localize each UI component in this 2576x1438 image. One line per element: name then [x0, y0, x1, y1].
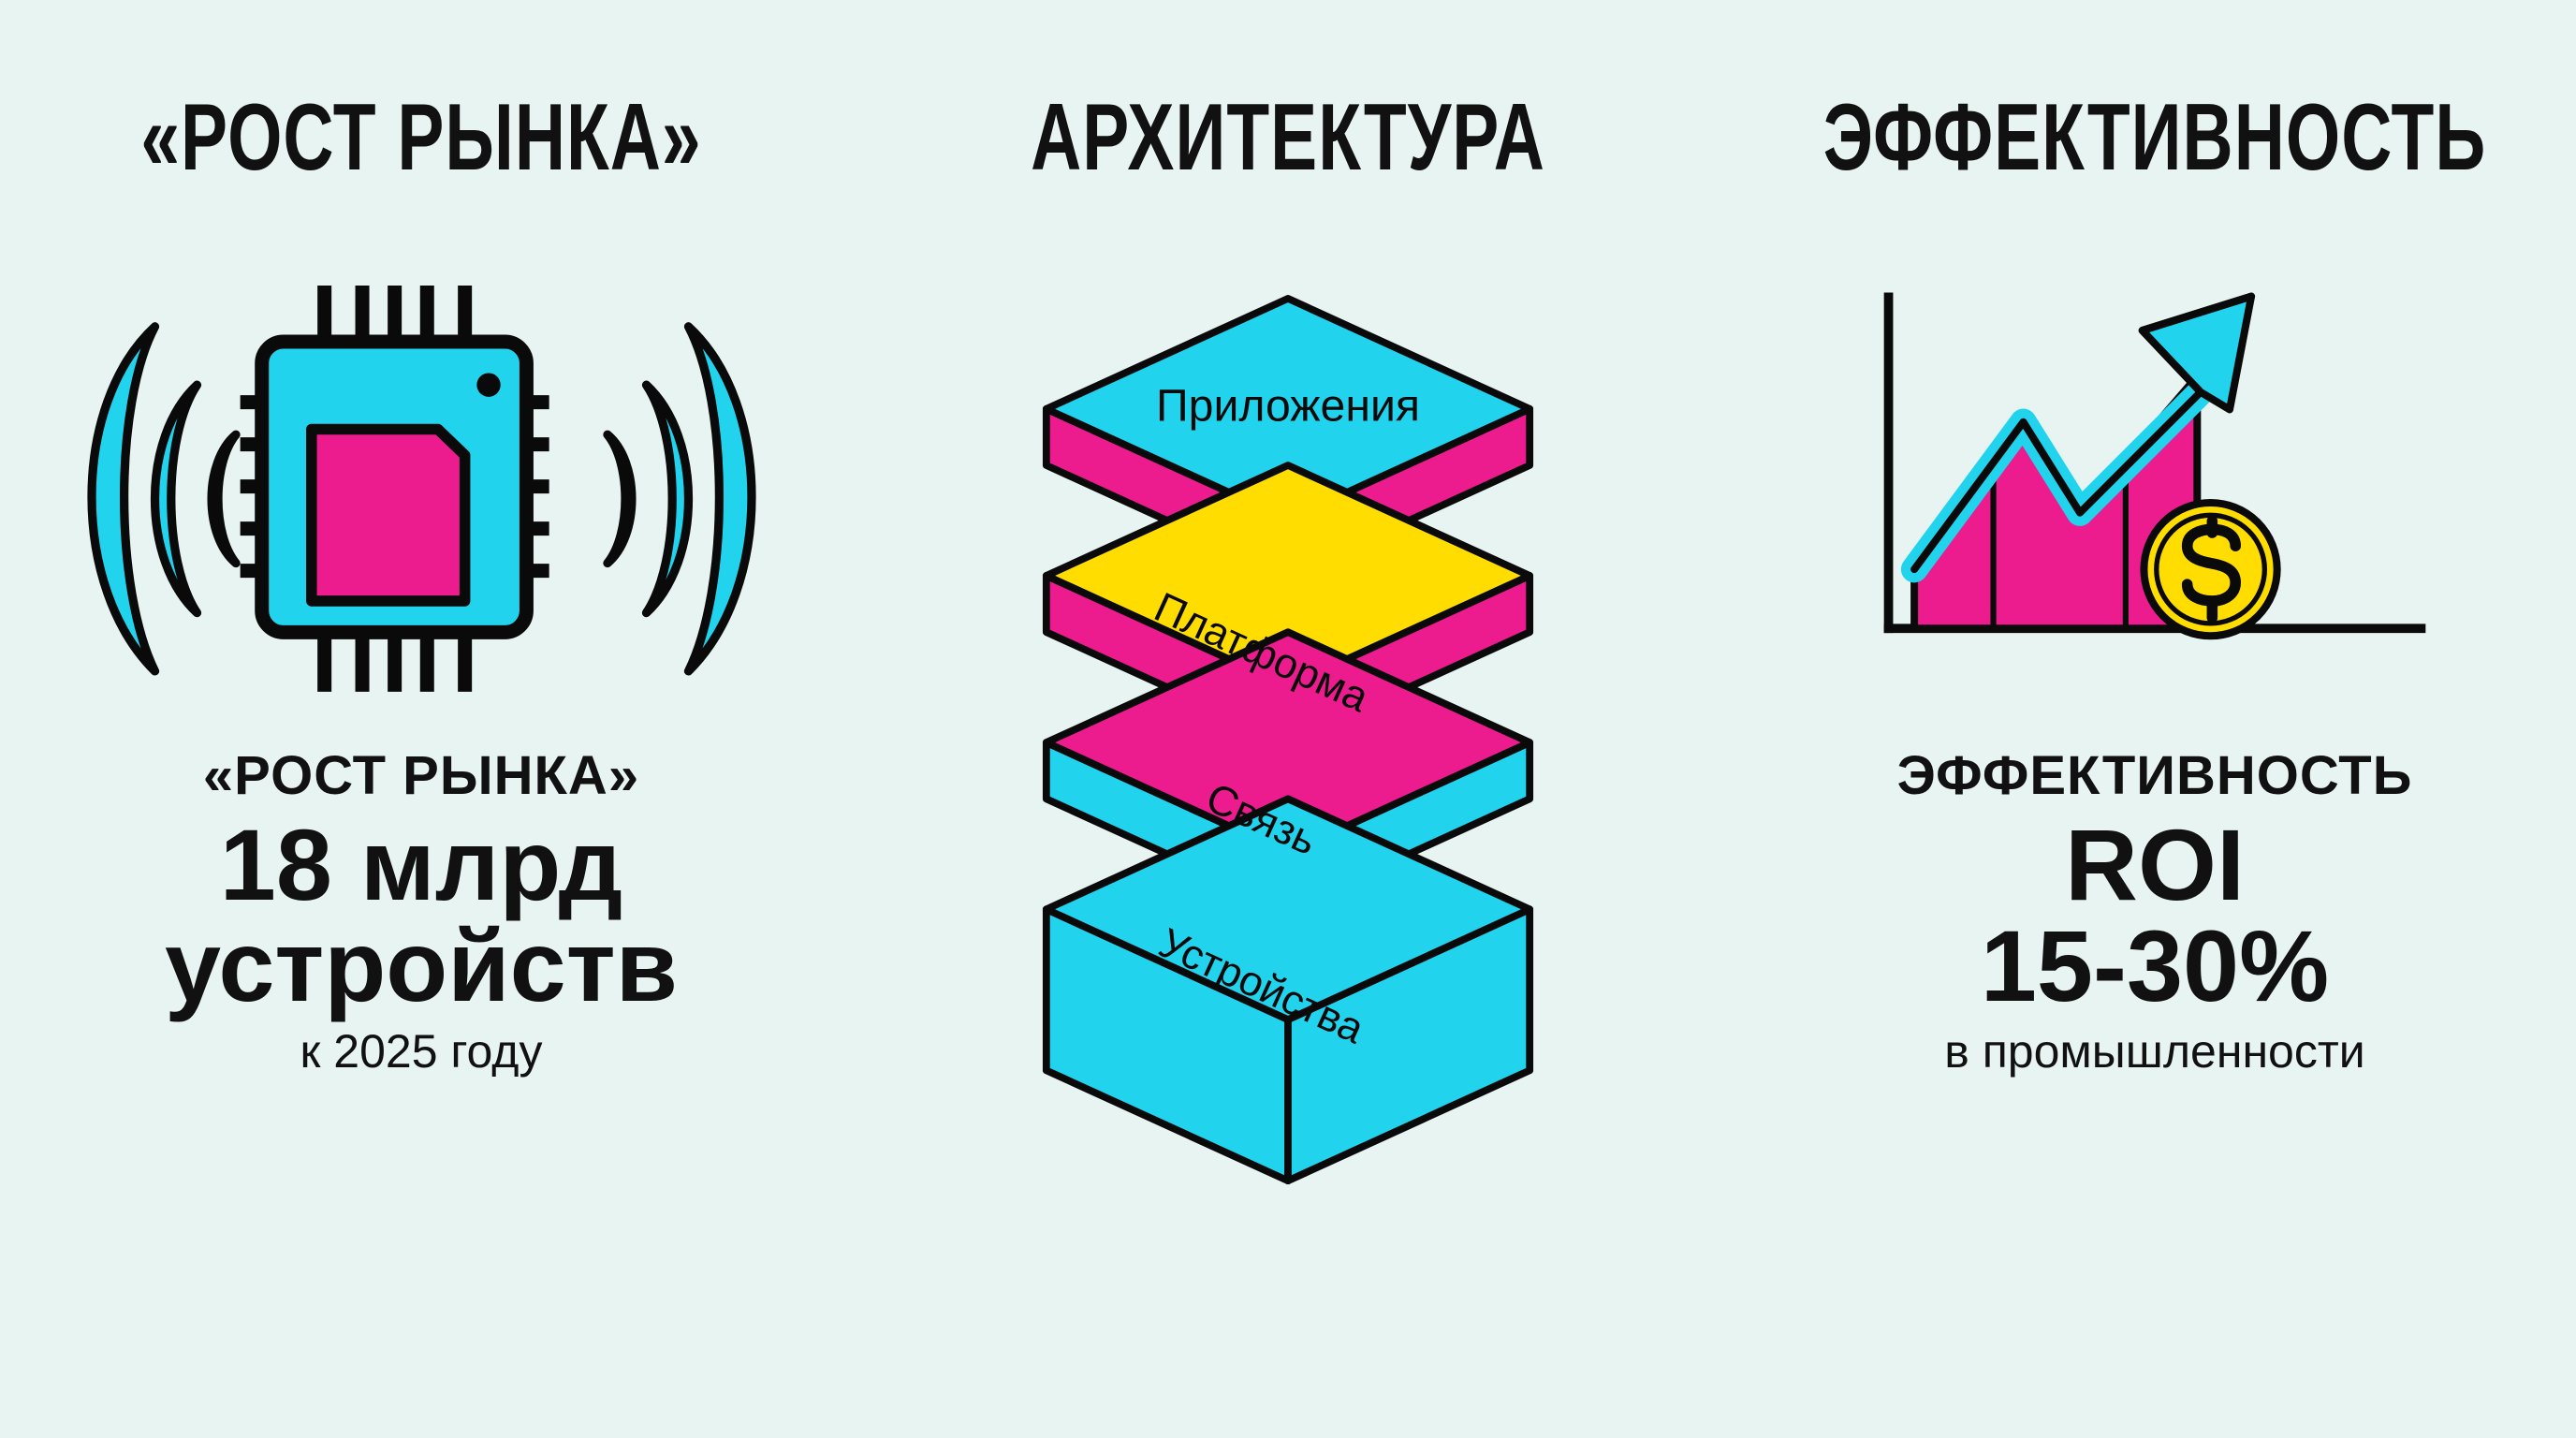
svg-text:Приложения: Приложения — [1156, 381, 1420, 432]
